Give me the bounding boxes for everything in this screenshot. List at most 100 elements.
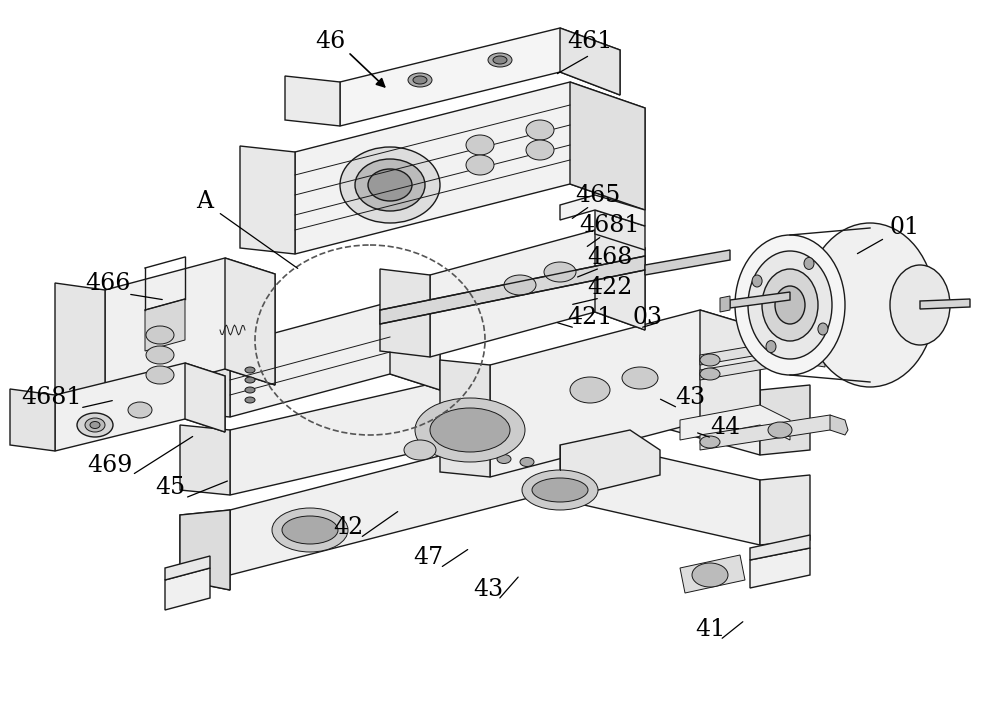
Text: 41: 41 [695,619,725,641]
Ellipse shape [272,508,348,552]
Polygon shape [180,510,230,590]
Text: 465: 465 [575,183,621,206]
Polygon shape [185,363,225,432]
Polygon shape [180,425,230,495]
Ellipse shape [493,56,507,64]
Polygon shape [760,385,810,455]
Ellipse shape [748,251,832,359]
Text: A: A [196,190,214,214]
Polygon shape [750,548,810,588]
Text: 45: 45 [155,476,185,499]
Text: 469: 469 [87,454,133,476]
Ellipse shape [466,135,494,155]
Polygon shape [295,82,645,254]
Polygon shape [490,310,760,477]
Ellipse shape [804,257,814,270]
Polygon shape [105,258,275,401]
Ellipse shape [526,120,554,140]
Polygon shape [700,415,845,450]
Polygon shape [55,363,225,451]
Ellipse shape [245,377,255,383]
Ellipse shape [146,326,174,344]
Polygon shape [165,556,210,580]
Ellipse shape [768,422,792,438]
Polygon shape [560,28,620,95]
Ellipse shape [128,402,152,418]
Polygon shape [390,302,440,390]
Polygon shape [340,28,620,126]
Ellipse shape [77,413,113,437]
Polygon shape [165,568,210,610]
Polygon shape [440,360,490,477]
Text: 4681: 4681 [22,387,82,409]
Ellipse shape [692,563,728,587]
Polygon shape [55,283,105,401]
Ellipse shape [735,235,845,375]
Ellipse shape [700,354,720,366]
Ellipse shape [622,367,658,389]
Text: 421: 421 [567,307,613,329]
Polygon shape [920,299,970,309]
Polygon shape [595,210,645,250]
Ellipse shape [544,262,576,282]
Ellipse shape [488,53,512,67]
Ellipse shape [526,140,554,160]
Polygon shape [180,340,230,417]
Ellipse shape [775,286,805,324]
Polygon shape [145,299,185,351]
Ellipse shape [415,398,525,462]
Text: 42: 42 [333,516,363,539]
Polygon shape [645,250,730,275]
Polygon shape [700,310,760,440]
Ellipse shape [766,340,776,353]
Ellipse shape [466,155,494,175]
Ellipse shape [520,457,534,467]
Ellipse shape [570,377,610,403]
Polygon shape [680,405,790,440]
Ellipse shape [245,387,255,393]
Polygon shape [225,258,275,385]
Ellipse shape [762,269,818,341]
Polygon shape [285,76,340,126]
Ellipse shape [340,147,440,223]
Ellipse shape [532,478,588,502]
Ellipse shape [368,169,412,201]
Text: 4681: 4681 [580,214,640,236]
Ellipse shape [430,408,510,452]
Polygon shape [230,430,760,575]
Ellipse shape [355,159,425,211]
Ellipse shape [146,346,174,364]
Text: 466: 466 [85,271,131,294]
Ellipse shape [504,275,536,295]
Polygon shape [230,302,440,417]
Ellipse shape [451,449,465,457]
Ellipse shape [85,418,105,432]
Polygon shape [240,146,295,254]
Ellipse shape [752,275,762,287]
Ellipse shape [818,323,828,335]
Polygon shape [800,338,825,352]
Text: 468: 468 [587,246,633,270]
Text: 44: 44 [710,417,740,440]
Ellipse shape [245,367,255,373]
Text: 43: 43 [473,579,503,601]
Ellipse shape [404,440,436,460]
Text: 461: 461 [567,31,613,54]
Ellipse shape [700,368,720,380]
Polygon shape [830,415,848,435]
Polygon shape [380,269,430,357]
Text: 43: 43 [675,387,705,409]
Ellipse shape [890,265,950,345]
Polygon shape [700,353,800,380]
Polygon shape [180,510,230,590]
Ellipse shape [497,454,511,464]
Polygon shape [430,230,645,357]
Polygon shape [680,555,745,593]
Polygon shape [595,230,645,330]
Ellipse shape [282,516,338,544]
Text: 03: 03 [633,307,663,329]
Text: 422: 422 [587,276,633,300]
Polygon shape [800,353,825,367]
Polygon shape [700,338,800,365]
Text: 01: 01 [890,217,920,239]
